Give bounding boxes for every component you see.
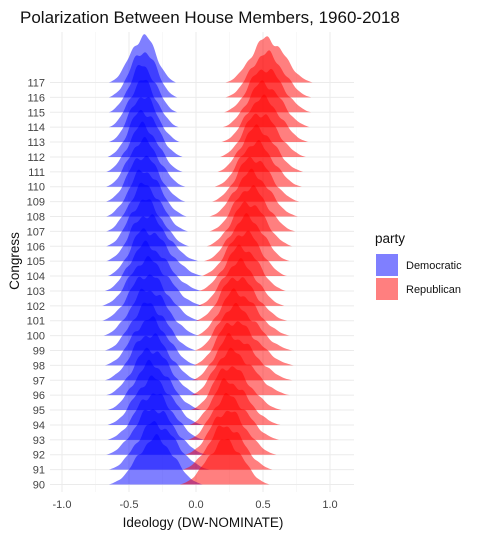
y-tick-label: 117 [27, 78, 45, 90]
legend-title: party [375, 231, 405, 246]
x-tick-label: -0.5 [120, 499, 139, 511]
x-axis-title: Ideology (DW-NOMINATE) [123, 515, 284, 530]
x-tick-labels: -1.0 -0.5 0.0 0.5 1.0 [53, 499, 338, 511]
legend: party Democratic Republican [375, 231, 462, 300]
chart-title: Polarization Between House Members, 1960… [20, 8, 400, 27]
y-tick-label: 100 [27, 331, 45, 343]
y-tick-label: 95 [33, 405, 45, 417]
y-tick-label: 112 [27, 152, 45, 164]
y-tick-label: 90 [33, 480, 45, 492]
legend-label-democratic: Democratic [406, 260, 462, 272]
y-tick-label: 97 [33, 375, 45, 387]
y-tick-label: 108 [27, 212, 45, 224]
y-tick-label: 110 [27, 182, 45, 194]
y-tick-label: 94 [33, 420, 45, 432]
legend-key-democratic [376, 254, 398, 276]
y-tick-label: 105 [27, 256, 45, 268]
ridge-democratic-90 [108, 433, 203, 485]
ridge-republican-90 [179, 438, 270, 485]
y-tick-label: 113 [27, 137, 45, 149]
x-tick-label: -1.0 [53, 499, 72, 511]
y-tick-label: 98 [33, 360, 45, 372]
y-axis-title: Congress [7, 232, 22, 290]
legend-label-republican: Republican [406, 284, 461, 296]
y-tick-label: 101 [27, 316, 45, 328]
y-tick-label: 99 [33, 346, 45, 358]
y-tick-label: 91 [33, 465, 45, 477]
y-tick-label: 103 [27, 286, 45, 298]
x-tick-label: 1.0 [322, 499, 337, 511]
y-tick-label: 106 [27, 241, 45, 253]
y-tick-label: 114 [27, 122, 45, 134]
y-tick-label: 104 [27, 271, 45, 283]
legend-key-republican [376, 278, 398, 300]
y-tick-label: 107 [27, 226, 45, 238]
y-tick-label: 115 [27, 107, 45, 119]
x-tick-label: 0.0 [188, 499, 203, 511]
y-tick-label: 96 [33, 390, 45, 402]
y-tick-label: 109 [27, 197, 45, 209]
x-tick-label: 0.5 [255, 499, 270, 511]
y-tick-label: 93 [33, 435, 45, 447]
ridges [102, 34, 313, 485]
y-tick-label: 116 [27, 92, 45, 104]
y-tick-label: 102 [27, 301, 45, 313]
y-tick-label: 92 [33, 450, 45, 462]
y-tick-labels: 90 91 92 93 94 95 96 97 98 99 100 101 102 103 104 105 10… [27, 78, 45, 492]
y-tick-label: 111 [28, 167, 45, 179]
